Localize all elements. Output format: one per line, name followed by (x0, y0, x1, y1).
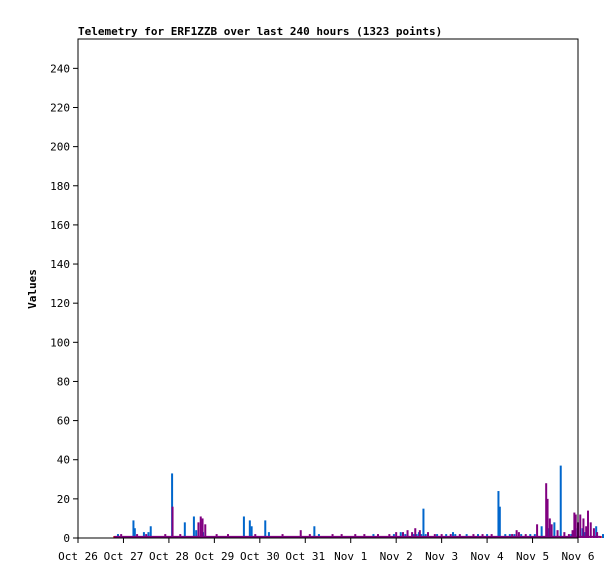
data-bar (498, 506, 501, 538)
data-bar (545, 483, 548, 538)
data-bar (574, 514, 577, 538)
data-bar (250, 526, 253, 538)
data-bar (583, 532, 586, 538)
x-tick-label: Oct 27 (104, 550, 144, 563)
y-axis-label: Values (26, 269, 39, 309)
data-bar (553, 522, 556, 538)
data-bar (563, 532, 566, 538)
data-bar (582, 518, 585, 538)
data-bar (142, 532, 145, 538)
data-bar (559, 465, 562, 538)
data-bar (242, 516, 245, 538)
x-tick-label: Nov 4 (471, 550, 504, 563)
data-bar (414, 528, 417, 538)
x-tick-label: Oct 30 (240, 550, 280, 563)
data-bar (313, 526, 316, 538)
data-bar (497, 491, 500, 538)
data-bar (556, 530, 559, 538)
data-bar (411, 532, 414, 538)
y-tick-label: 40 (57, 454, 70, 467)
data-bar (596, 532, 599, 538)
data-bar (452, 532, 454, 538)
data-bar (248, 520, 251, 538)
data-bar (147, 532, 150, 538)
data-bar (183, 522, 186, 538)
data-bar (422, 508, 425, 538)
x-tick-label: Nov 3 (425, 550, 458, 563)
data-bar (299, 530, 302, 538)
y-tick-label: 180 (50, 180, 70, 193)
data-bar (540, 526, 543, 538)
data-bar (585, 526, 588, 538)
data-bar (406, 530, 409, 538)
data-bar (573, 512, 576, 538)
x-tick-label: Oct 26 (58, 550, 98, 563)
data-bar (550, 524, 553, 538)
data-bar (264, 520, 267, 538)
x-tick-label: Oct 31 (285, 550, 325, 563)
data-bar (201, 518, 204, 538)
data-bar (592, 528, 595, 538)
data-bar (199, 516, 202, 538)
data-bar (515, 530, 518, 538)
x-tick-label: Nov 1 (334, 550, 367, 563)
data-bar (204, 524, 207, 538)
data-bar (418, 530, 421, 538)
plot-frame (77, 38, 579, 539)
data-bar (133, 528, 136, 538)
x-tick-label: Nov 2 (380, 550, 413, 563)
data-bar (171, 506, 174, 538)
y-tick-label: 0 (63, 532, 70, 545)
y-tick-label: 200 (50, 141, 70, 154)
data-bar (402, 532, 404, 538)
data-bar (149, 526, 152, 538)
y-tick-label: 60 (57, 415, 70, 428)
data-bar (602, 534, 604, 538)
x-tick-label: Nov 6 (561, 550, 594, 563)
y-tick-label: 240 (50, 62, 70, 75)
data-bar (589, 522, 592, 538)
data-bar (579, 514, 582, 538)
data-bar (571, 530, 574, 538)
y-tick-label: 120 (50, 297, 70, 310)
y-tick-label: 160 (50, 219, 70, 232)
data-bar (197, 522, 200, 538)
data-bar (399, 532, 402, 538)
data-bar (587, 510, 589, 538)
data-bar (267, 532, 270, 538)
x-ticks-layer: Oct 26 Oct 27 Oct 28 Oct 29 Oct 30 Oct 31 Nov … (58, 538, 595, 563)
y-tick-label: 80 (57, 375, 70, 388)
y-ticks-layer: 0 20 40 60 80 100 120 140 160 180 200 220 240 (50, 62, 78, 545)
data-bar (171, 473, 174, 538)
chart-title: Telemetry for ERF1ZZB over last 240 hour… (78, 25, 442, 38)
data-bar (599, 536, 602, 538)
data-bar (195, 530, 198, 538)
data-bar (192, 516, 195, 538)
x-tick-label: Oct 28 (149, 550, 189, 563)
data-bar (132, 520, 135, 538)
data-bar (427, 532, 429, 538)
data-bar (546, 498, 549, 538)
y-tick-label: 20 (57, 493, 70, 506)
x-tick-label: Oct 29 (194, 550, 234, 563)
data-bar (395, 532, 398, 538)
y-tick-label: 140 (50, 258, 70, 271)
data-bar (517, 532, 520, 538)
data-bar (113, 536, 116, 538)
y-tick-label: 220 (50, 101, 70, 114)
data-bar (536, 524, 539, 538)
data-bar (548, 518, 551, 538)
y-tick-label: 100 (50, 336, 70, 349)
x-tick-label: Nov 5 (516, 550, 549, 563)
